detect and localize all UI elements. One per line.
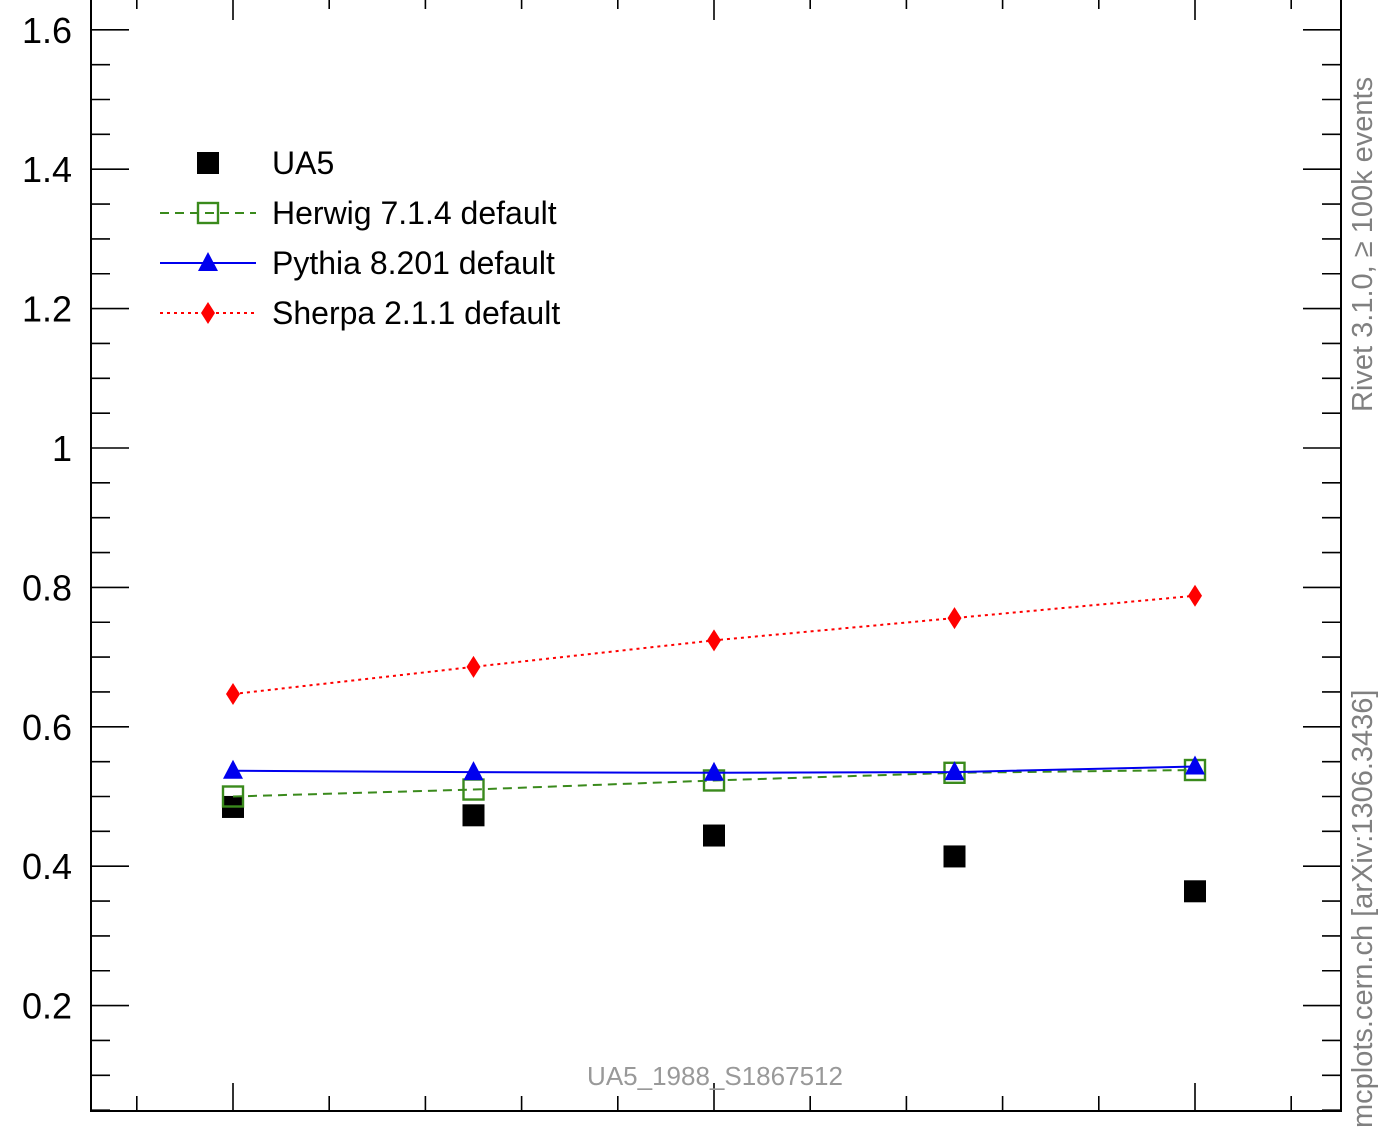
y-tick-label: 0.2 — [22, 986, 72, 1027]
y-tick-label: 1.2 — [22, 289, 72, 330]
legend-label: Herwig 7.1.4 default — [272, 195, 557, 231]
legend-label: Sherpa 2.1.1 default — [272, 295, 560, 331]
plot-frame — [90, 0, 1342, 1112]
legend-marker — [198, 252, 218, 271]
data-point — [463, 761, 484, 781]
data-point — [943, 845, 966, 868]
data-point — [221, 785, 245, 808]
mcplots-citation-label: mcplots.cern.ch [arXiv:1306.3436] — [1347, 690, 1379, 1128]
data-point — [226, 683, 240, 706]
y-axis: 0.2 0.4 0.6 0.8 1 1.2 1.4 1.6 — [22, 10, 1341, 1111]
series-3 — [226, 584, 1202, 706]
series-2 — [223, 755, 1205, 781]
data-point — [944, 761, 965, 781]
data-point — [223, 759, 243, 779]
legend-entry: Sherpa 2.1.1 default — [160, 295, 560, 331]
x-axis-ticks — [136, 0, 1292, 1111]
y-tick-label: 1.6 — [22, 10, 72, 51]
y-tick-label: 0.6 — [22, 707, 72, 748]
data-point — [462, 804, 485, 827]
data-point — [466, 655, 481, 678]
legend-marker — [197, 152, 219, 174]
data-point — [1188, 584, 1202, 607]
data-series — [221, 584, 1207, 903]
plot-border — [90, 0, 1342, 1112]
legend-marker — [201, 302, 215, 324]
data-point — [704, 761, 724, 781]
y-tick-label: 0.4 — [22, 846, 72, 887]
data-point — [947, 607, 962, 630]
data-point — [1185, 755, 1205, 775]
y-tick-label: 0.8 — [22, 567, 72, 608]
legend-entry: UA5 — [197, 145, 334, 181]
legend-marker — [196, 201, 220, 225]
legend-entry: Pythia 8.201 default — [160, 245, 555, 281]
y-tick-label: 1 — [52, 428, 72, 469]
legend-label: Pythia 8.201 default — [272, 245, 555, 281]
data-point — [703, 824, 725, 847]
analysis-id-label: UA5_1988_S1867512 — [587, 1061, 843, 1091]
rivet-version-label: Rivet 3.1.0, ≥ 100k events — [1347, 77, 1379, 412]
legend-entry: Herwig 7.1.4 default — [160, 195, 557, 231]
series-0 — [222, 795, 1206, 903]
legend-label: UA5 — [272, 145, 334, 181]
data-point — [1184, 880, 1206, 903]
y-tick-label: 1.4 — [22, 149, 72, 190]
legend: UA5 Herwig 7.1.4 default Pythia 8.201 defa… — [160, 145, 560, 331]
data-point — [707, 629, 721, 652]
